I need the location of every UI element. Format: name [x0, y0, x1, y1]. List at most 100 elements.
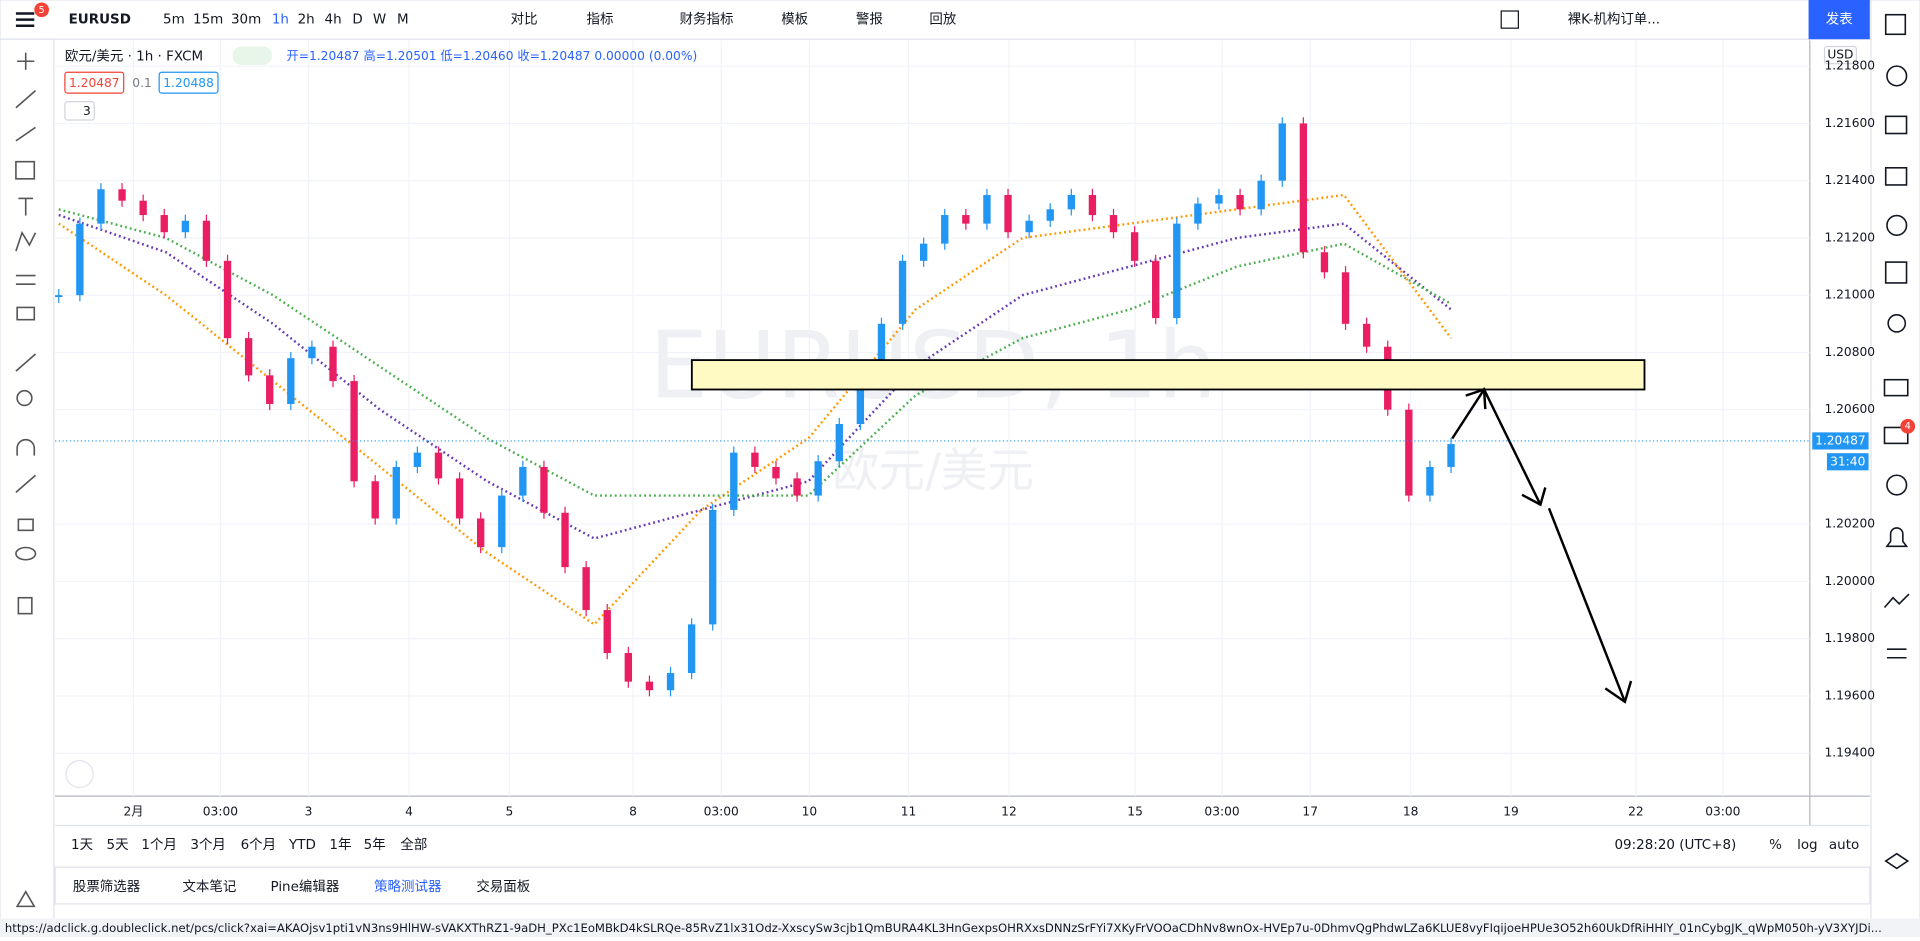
range-button[interactable]: 全部 — [400, 836, 427, 853]
candle — [118, 189, 126, 201]
candle — [1215, 194, 1223, 204]
candle — [181, 220, 190, 233]
bid[interactable]: 1.20487 — [69, 76, 120, 90]
toolbar-button[interactable]: 模板 — [781, 12, 808, 28]
menu-icon[interactable] — [15, 12, 35, 27]
currency-box[interactable] — [1823, 45, 1857, 65]
candle — [1173, 223, 1181, 319]
interval[interactable]: 30m — [231, 12, 261, 28]
candle — [582, 567, 590, 611]
layout-name[interactable]: 裸K-机构订单... — [1568, 12, 1660, 28]
interval[interactable]: 2h — [298, 12, 315, 28]
candle — [835, 424, 843, 462]
bid-box[interactable] — [64, 71, 125, 94]
toolbar-button[interactable]: 指标 — [587, 12, 614, 28]
x-tick-label: 4 — [405, 805, 413, 819]
publish-button[interactable] — [1808, 0, 1870, 40]
toolbar-button[interactable]: 对比 — [511, 12, 538, 28]
candle — [751, 452, 759, 467]
symbol[interactable]: EURUSD — [69, 12, 131, 28]
legend-title[interactable]: 欧元/美元 · 1h · FXCM — [65, 48, 203, 64]
interval[interactable]: 1h — [272, 12, 289, 28]
ask-box[interactable] — [158, 71, 219, 94]
x-tick-label: 18 — [1403, 805, 1419, 819]
candle — [1278, 123, 1286, 181]
candle — [455, 478, 464, 519]
candle — [55, 295, 63, 298]
range-button[interactable]: 1年 — [329, 837, 351, 853]
candle — [772, 466, 780, 479]
candle — [97, 189, 105, 224]
interval[interactable]: M — [397, 12, 409, 28]
spread: 0.1 — [132, 76, 151, 90]
toolbar-button[interactable]: 回放 — [929, 12, 956, 28]
arrow-drawing[interactable] — [1451, 387, 1633, 704]
range-button[interactable]: 1天 — [71, 837, 93, 853]
x-tick-label: 2月 — [123, 805, 143, 819]
candle — [1236, 194, 1244, 210]
y-tick-label: 1.21400 — [1824, 173, 1875, 187]
interval[interactable]: 5m — [163, 12, 185, 28]
top-bar — [0, 0, 1920, 40]
price-tag — [1812, 432, 1869, 450]
x-tick-label: 15 — [1127, 805, 1143, 819]
range-button[interactable]: 1个月 — [141, 837, 177, 853]
interval[interactable]: 15m — [193, 12, 223, 28]
candle — [983, 194, 991, 224]
x-tick-label: 3 — [305, 805, 313, 819]
y-tick-label: 1.20600 — [1824, 402, 1875, 416]
indicator-count[interactable]: 3 — [83, 104, 91, 118]
candle — [1299, 123, 1308, 253]
candle — [413, 452, 422, 467]
candle — [287, 358, 295, 404]
candle — [1046, 209, 1054, 221]
panel-tab[interactable]: 股票筛选器 — [73, 879, 141, 895]
candle — [392, 466, 400, 519]
range-button[interactable]: 5天 — [107, 837, 129, 853]
panel-tab[interactable]: Pine编辑器 — [270, 879, 339, 895]
candle — [561, 512, 569, 568]
toolbar-button[interactable]: 警报 — [856, 12, 883, 28]
candle — [1109, 215, 1118, 233]
percent-toggle[interactable]: % — [1769, 837, 1782, 853]
badge — [34, 2, 49, 18]
panel-tab[interactable]: 交易面板 — [476, 878, 530, 895]
candle — [687, 624, 696, 674]
interval[interactable]: W — [373, 12, 386, 28]
grid — [55, 40, 1810, 797]
auto-toggle[interactable]: auto — [1829, 837, 1859, 853]
publish-label[interactable]: 发表 — [1826, 12, 1853, 28]
log-toggle[interactable]: log — [1797, 837, 1818, 853]
checkbox-icon[interactable] — [1500, 10, 1519, 29]
toolbar-button[interactable]: 财务指标 — [680, 12, 734, 28]
candle — [540, 466, 548, 513]
panel-tab[interactable]: 策略测试器 — [374, 878, 442, 895]
clock: 09:28:20 (UTC+8) — [1615, 837, 1737, 853]
candle — [1130, 232, 1139, 261]
x-tick-label: 19 — [1503, 805, 1519, 819]
range-button[interactable]: 6个月 — [241, 837, 277, 853]
logo[interactable] — [65, 760, 94, 789]
indicator-toggle[interactable] — [64, 101, 95, 121]
candle — [1152, 260, 1160, 319]
zone-rectangle[interactable] — [690, 359, 1646, 391]
candle — [877, 323, 886, 367]
interval[interactable]: 4h — [325, 12, 342, 28]
candle — [941, 215, 949, 244]
badge-count: 5 — [39, 5, 45, 16]
interval[interactable]: D — [352, 12, 362, 28]
range-button[interactable]: 3个月 — [190, 837, 226, 853]
candle — [645, 681, 654, 691]
range-button[interactable]: YTD — [288, 837, 316, 853]
candle — [1194, 203, 1202, 224]
range-button[interactable]: 5年 — [364, 837, 386, 853]
sidebar-icons[interactable] — [1883, 13, 1910, 870]
ask[interactable]: 1.20488 — [163, 76, 214, 90]
panel-tab[interactable]: 文本笔记 — [182, 879, 236, 895]
candle — [919, 243, 928, 261]
currency[interactable]: USD — [1827, 48, 1853, 62]
status-pill — [232, 46, 272, 65]
candle — [1447, 444, 1455, 467]
tool-icons[interactable] — [15, 52, 37, 908]
